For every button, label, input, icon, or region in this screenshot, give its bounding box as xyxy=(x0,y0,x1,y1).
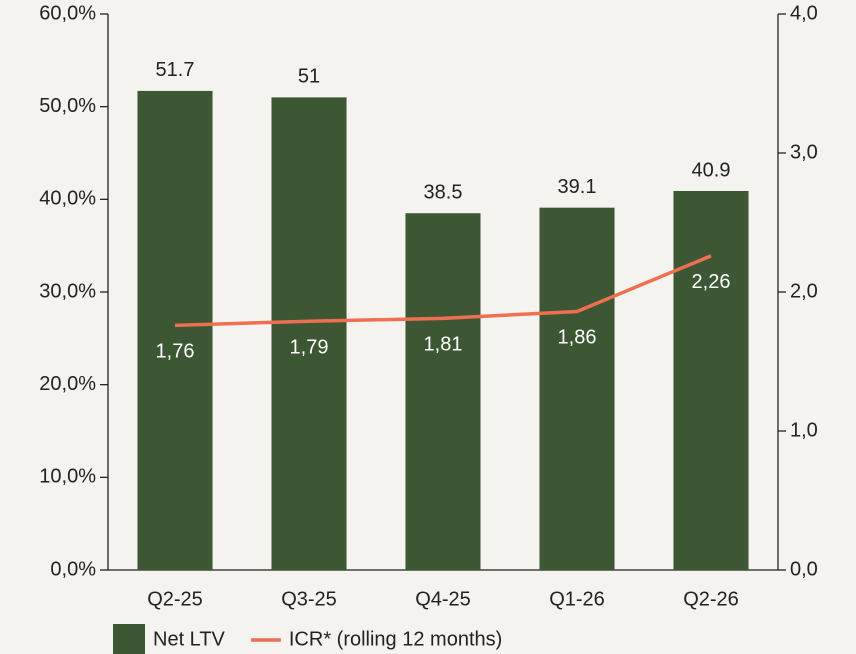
bar-value-label: 51.7 xyxy=(156,59,195,81)
bar xyxy=(137,90,213,570)
y-tick-label: 20,0% xyxy=(39,373,96,395)
line-value-label: 1,79 xyxy=(290,336,329,358)
legend-swatch xyxy=(113,624,145,654)
y2-tick-label: 0,0 xyxy=(790,558,818,580)
y2-tick-label: 3,0 xyxy=(790,141,818,163)
bar-value-label: 39.1 xyxy=(558,176,597,198)
line-value-label: 1,86 xyxy=(558,327,597,349)
line-value-label: 1,81 xyxy=(424,334,463,356)
bar xyxy=(539,207,615,570)
legend-label: ICR* (rolling 12 months) xyxy=(289,628,502,650)
x-tick-label: Q4-25 xyxy=(415,588,471,610)
y2-tick-label: 1,0 xyxy=(790,419,818,441)
x-tick-label: Q2-25 xyxy=(147,588,203,610)
bar-value-label: 51 xyxy=(298,66,320,88)
line-value-label: 1,76 xyxy=(156,341,195,363)
y-tick-label: 0,0% xyxy=(50,558,96,580)
bar xyxy=(271,97,347,571)
bar xyxy=(673,190,749,570)
line-value-label: 2,26 xyxy=(692,271,731,293)
y2-tick-label: 2,0 xyxy=(790,280,818,302)
y-tick-label: 40,0% xyxy=(39,188,96,210)
y-tick-label: 10,0% xyxy=(39,466,96,488)
bar-value-label: 38.5 xyxy=(424,182,463,204)
y-tick-label: 50,0% xyxy=(39,95,96,117)
x-tick-label: Q2-26 xyxy=(683,588,739,610)
y2-tick-label: 4,0 xyxy=(790,2,818,24)
y-tick-label: 30,0% xyxy=(39,280,96,302)
line xyxy=(174,254,712,328)
x-tick-label: Q1-26 xyxy=(549,588,605,610)
bar-value-label: 40.9 xyxy=(692,159,731,181)
y-tick-label: 60,0% xyxy=(39,2,96,24)
bar xyxy=(405,213,481,570)
legend-label: Net LTV xyxy=(153,628,226,650)
x-tick-label: Q3-25 xyxy=(281,588,337,610)
